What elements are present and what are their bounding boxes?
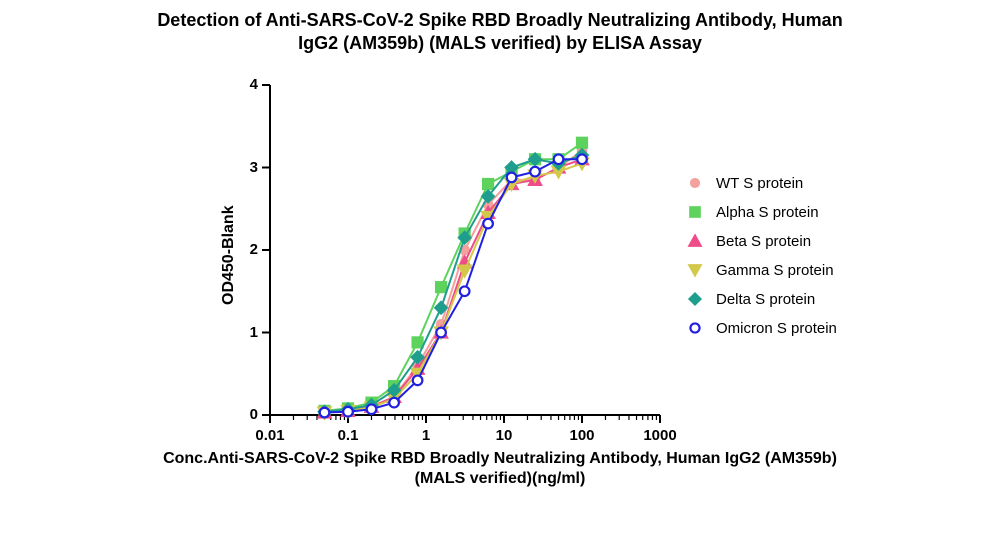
legend-item: WT S protein (688, 173, 837, 193)
legend-item: Alpha S protein (688, 202, 837, 222)
y-tick-label: 1 (242, 324, 258, 341)
legend: WT S protein Alpha S protein Beta S protei… (688, 173, 837, 347)
legend-label: Gamma S protein (716, 262, 834, 279)
plot-area (270, 85, 660, 415)
legend-marker-icon (688, 176, 702, 190)
title-text-2: IgG2 (AM359b) (MALS verified) by ELISA A… (298, 33, 702, 53)
legend-label: Omicron S protein (716, 320, 837, 337)
legend-label: WT S protein (716, 175, 803, 192)
legend-item: Gamma S protein (688, 260, 837, 280)
legend-marker-icon (688, 205, 702, 219)
x-tick-label: 1000 (640, 427, 680, 444)
y-tick-label: 4 (242, 76, 258, 93)
x-tick-label: 100 (562, 427, 602, 444)
y-axis-label-text: OD450-Blank (220, 205, 237, 305)
legend-label: Beta S protein (716, 233, 811, 250)
legend-marker-icon (688, 234, 702, 248)
x-tick-label: 10 (484, 427, 524, 444)
x-axis-label-text-1: Conc.Anti-SARS-CoV-2 Spike RBD Broadly N… (163, 450, 837, 467)
legend-marker-icon (688, 321, 702, 335)
x-tick-label: 0.01 (250, 427, 290, 444)
chart-title-line1: Detection of Anti-SARS-CoV-2 Spike RBD B… (0, 10, 1000, 31)
chart-title-line2: IgG2 (AM359b) (MALS verified) by ELISA A… (0, 33, 1000, 54)
legend-item: Delta S protein (688, 289, 837, 309)
x-tick-label: 1 (406, 427, 446, 444)
legend-item: Beta S protein (688, 231, 837, 251)
legend-item: Omicron S protein (688, 318, 837, 338)
x-axis-label-line2: (MALS verified)(ng/ml) (0, 470, 1000, 488)
x-axis-label-text-2: (MALS verified)(ng/ml) (415, 470, 586, 487)
x-axis-label-line1: Conc.Anti-SARS-CoV-2 Spike RBD Broadly N… (0, 450, 1000, 468)
legend-label: Delta S protein (716, 291, 815, 308)
title-text-1: Detection of Anti-SARS-CoV-2 Spike RBD B… (157, 10, 842, 30)
legend-marker-icon (688, 292, 702, 306)
legend-label: Alpha S protein (716, 204, 819, 221)
y-tick-label: 0 (242, 406, 258, 423)
y-tick-label: 3 (242, 159, 258, 176)
y-axis-label: OD450-Blank (220, 205, 238, 305)
legend-marker-icon (688, 263, 702, 277)
x-tick-label: 0.1 (328, 427, 368, 444)
plot-svg (270, 85, 660, 415)
y-tick-label: 2 (242, 241, 258, 258)
